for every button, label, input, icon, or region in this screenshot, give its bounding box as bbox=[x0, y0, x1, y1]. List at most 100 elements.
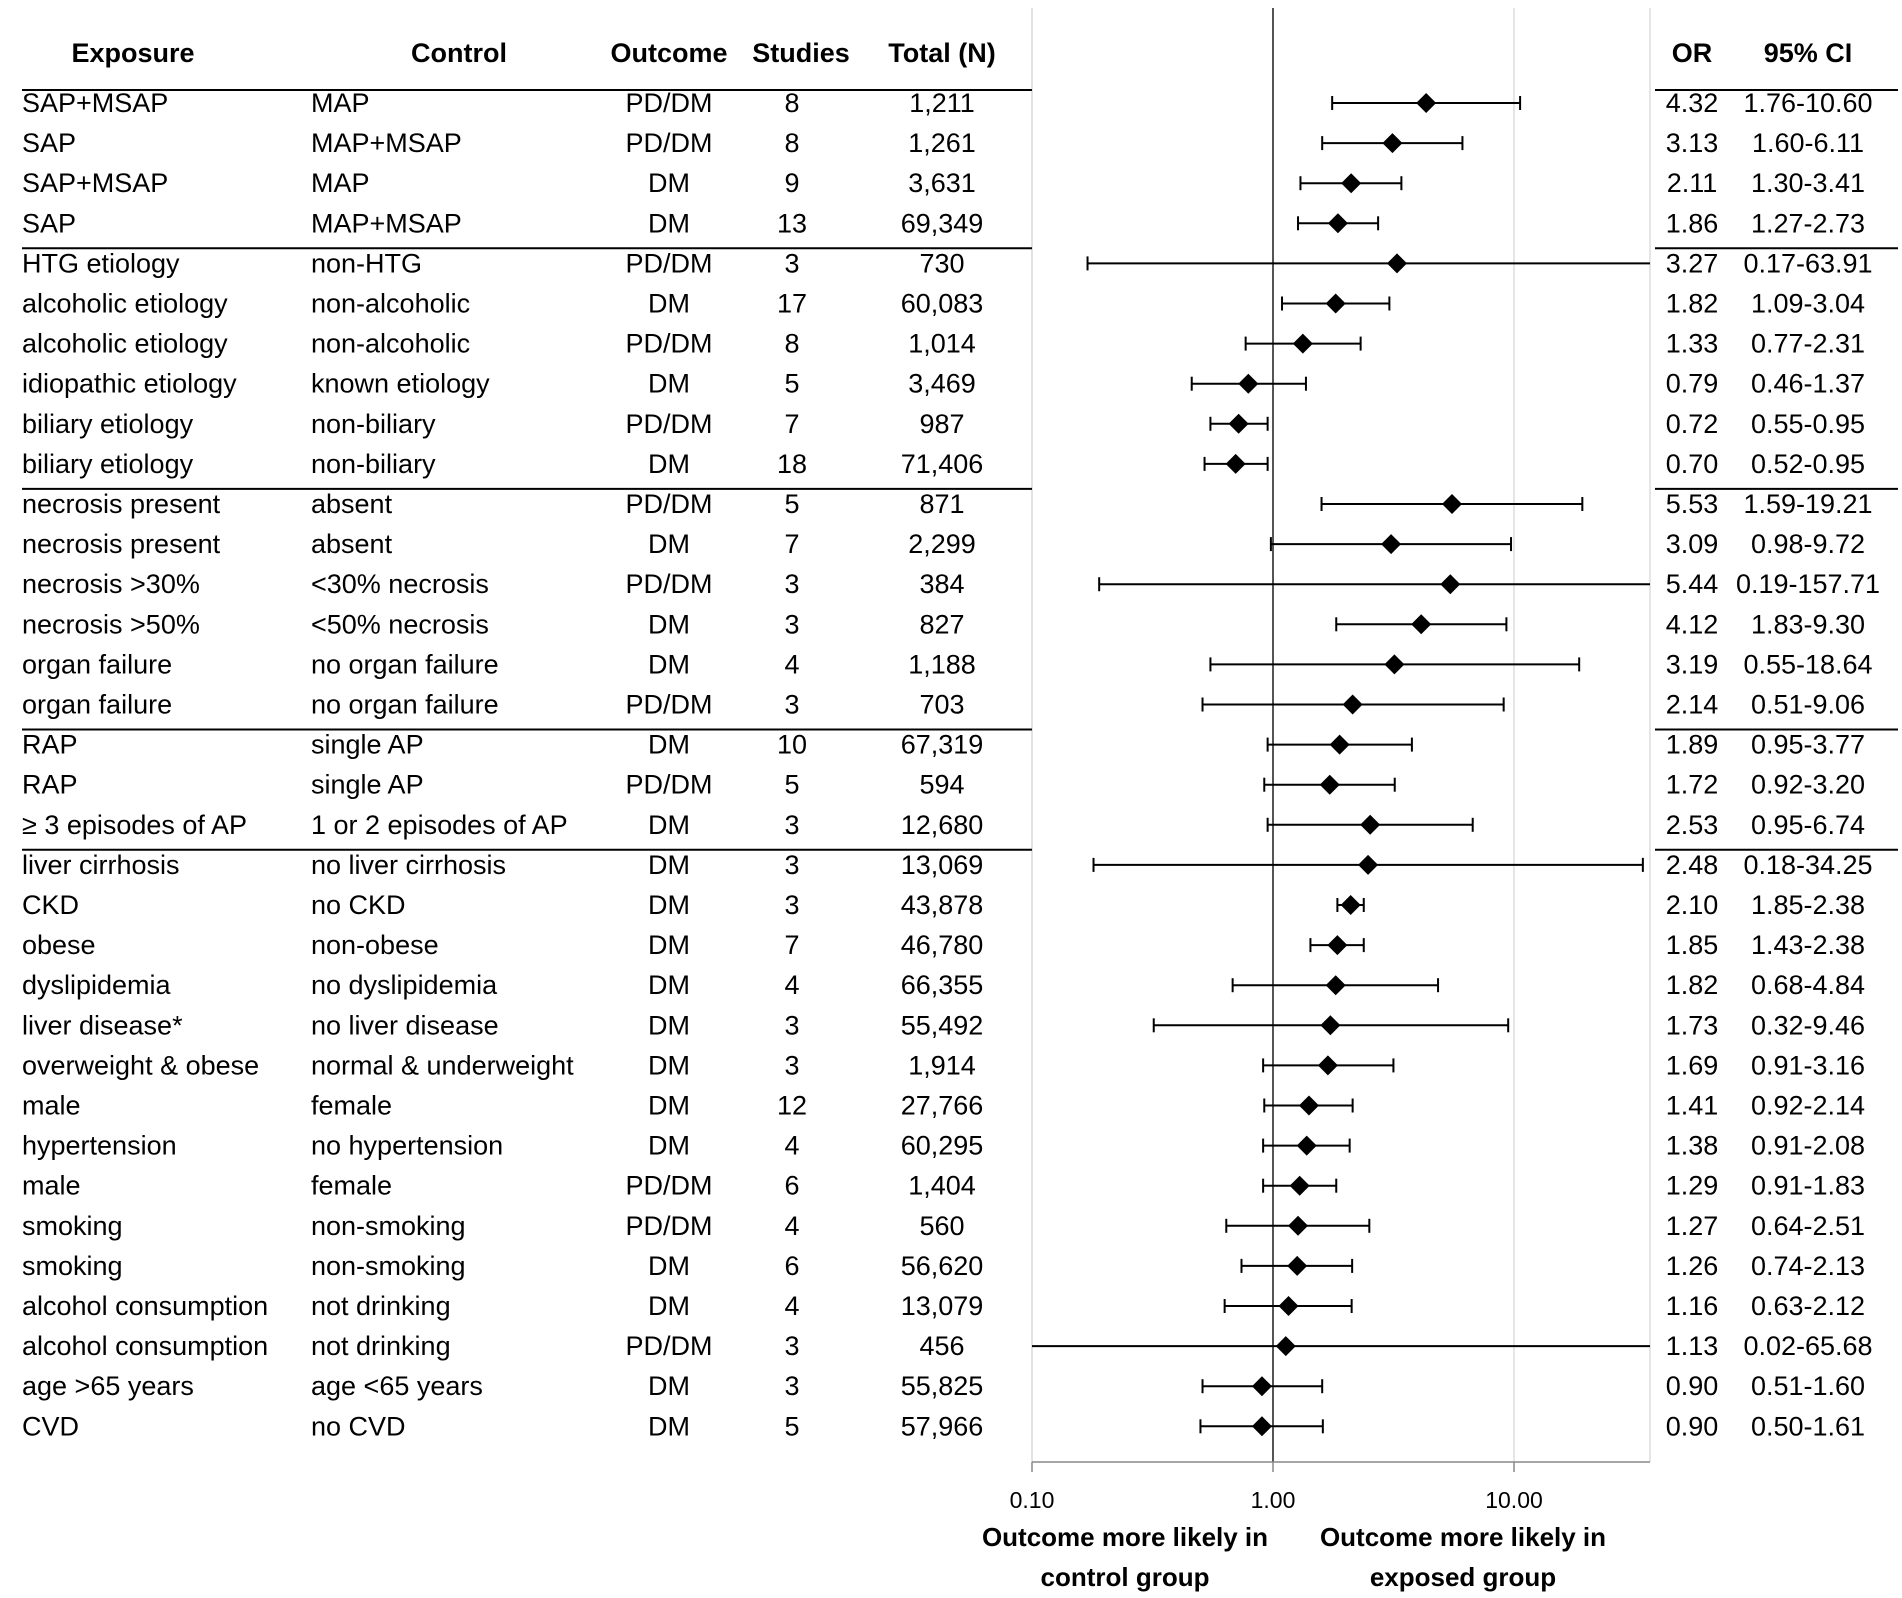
control-cell: single AP bbox=[311, 730, 424, 760]
exposure-cell: alcoholic etiology bbox=[22, 329, 228, 359]
total-cell: 60,295 bbox=[901, 1131, 984, 1161]
total-cell: 827 bbox=[919, 609, 964, 639]
or-cell: 4.12 bbox=[1666, 609, 1719, 639]
ci-cell: 0.64-2.51 bbox=[1751, 1211, 1865, 1241]
or-diamond bbox=[1228, 413, 1249, 434]
or-diamond bbox=[1298, 1095, 1319, 1116]
x-tick-label: 0.10 bbox=[1010, 1487, 1055, 1513]
or-cell: 1.82 bbox=[1666, 289, 1719, 319]
ci-cell: 1.83-9.30 bbox=[1751, 609, 1865, 639]
studies-cell: 5 bbox=[784, 1411, 799, 1441]
exposure-cell: smoking bbox=[22, 1211, 123, 1241]
studies-cell: 13 bbox=[777, 208, 807, 238]
or-cell: 1.89 bbox=[1666, 730, 1719, 760]
table-row: organ failure no organ failure DM 4 1,188 3.1… bbox=[22, 649, 1873, 679]
studies-cell: 3 bbox=[784, 248, 799, 278]
exposure-cell: necrosis >30% bbox=[22, 569, 200, 599]
total-cell: 987 bbox=[919, 409, 964, 439]
outcome-cell: DM bbox=[648, 1291, 690, 1321]
exposure-cell: alcoholic etiology bbox=[22, 289, 228, 319]
control-cell: non-obese bbox=[311, 930, 439, 960]
exposure-cell: HTG etiology bbox=[22, 248, 180, 278]
table-row: obese non-obese DM 7 46,780 1.85 1.43-2.38 bbox=[22, 930, 1865, 960]
or-diamond bbox=[1382, 133, 1403, 154]
table-row: dyslipidemia no dyslipidemia DM 4 66,355 1.82… bbox=[22, 970, 1865, 1000]
or-diamond bbox=[1317, 1055, 1338, 1076]
header-exposure: Exposure bbox=[71, 38, 194, 68]
or-diamond bbox=[1289, 1175, 1310, 1196]
or-diamond bbox=[1275, 1336, 1296, 1357]
or-cell: 2.14 bbox=[1666, 690, 1719, 720]
table-row: HTG etiology non-HTG PD/DM 3 730 3.27 0.17-63.… bbox=[22, 248, 1873, 278]
exposure-cell: SAP+MSAP bbox=[22, 168, 168, 198]
control-cell: MAP+MSAP bbox=[311, 128, 462, 158]
total-cell: 3,631 bbox=[908, 168, 976, 198]
outcome-cell: DM bbox=[648, 890, 690, 920]
exposure-cell: SAP bbox=[22, 208, 76, 238]
ci-cell: 0.68-4.84 bbox=[1751, 970, 1865, 1000]
or-diamond bbox=[1358, 854, 1379, 875]
or-cell: 1.41 bbox=[1666, 1091, 1719, 1121]
studies-cell: 4 bbox=[784, 970, 799, 1000]
ci-cell: 1.09-3.04 bbox=[1751, 289, 1865, 319]
header-ci: 95% CI bbox=[1764, 38, 1853, 68]
or-diamond bbox=[1238, 373, 1259, 394]
studies-cell: 3 bbox=[784, 1010, 799, 1040]
studies-cell: 8 bbox=[784, 329, 799, 359]
control-cell: no CVD bbox=[311, 1411, 406, 1441]
or-diamond bbox=[1288, 1215, 1309, 1236]
ci-cell: 0.91-1.83 bbox=[1751, 1171, 1865, 1201]
studies-cell: 6 bbox=[784, 1251, 799, 1281]
control-cell: non-smoking bbox=[311, 1211, 466, 1241]
control-cell: no dyslipidemia bbox=[311, 970, 498, 1000]
or-cell: 5.44 bbox=[1666, 569, 1719, 599]
ci-cell: 0.50-1.61 bbox=[1751, 1411, 1865, 1441]
total-cell: 1,188 bbox=[908, 649, 976, 679]
x-tick-label: 1.00 bbox=[1251, 1487, 1296, 1513]
table-rows: SAP+MSAP MAP PD/DM 8 1,211 4.32 1.76-10.60 SAP M… bbox=[22, 88, 1880, 1441]
or-cell: 3.09 bbox=[1666, 529, 1719, 559]
or-cell: 4.32 bbox=[1666, 88, 1719, 118]
total-cell: 594 bbox=[919, 770, 964, 800]
control-cell: absent bbox=[311, 529, 393, 559]
control-cell: <50% necrosis bbox=[311, 609, 489, 639]
total-cell: 12,680 bbox=[901, 810, 984, 840]
studies-cell: 9 bbox=[784, 168, 799, 198]
ci-cell: 0.63-2.12 bbox=[1751, 1291, 1865, 1321]
or-cell: 1.16 bbox=[1666, 1291, 1719, 1321]
ci-cell: 0.55-0.95 bbox=[1751, 409, 1865, 439]
control-cell: non-smoking bbox=[311, 1251, 466, 1281]
or-cell: 0.72 bbox=[1666, 409, 1719, 439]
or-cell: 1.13 bbox=[1666, 1331, 1719, 1361]
header-outcome: Outcome bbox=[610, 38, 727, 68]
total-cell: 1,404 bbox=[908, 1171, 976, 1201]
outcome-cell: PD/DM bbox=[626, 1171, 713, 1201]
control-cell: 1 or 2 episodes of AP bbox=[311, 810, 568, 840]
or-diamond bbox=[1325, 293, 1346, 314]
or-diamond bbox=[1329, 734, 1350, 755]
or-diamond bbox=[1320, 1015, 1341, 1036]
outcome-cell: DM bbox=[648, 1371, 690, 1401]
table-row: SAP+MSAP MAP PD/DM 8 1,211 4.32 1.76-10.60 bbox=[22, 88, 1873, 118]
studies-cell: 3 bbox=[784, 890, 799, 920]
ci-cell: 1.85-2.38 bbox=[1751, 890, 1865, 920]
ci-cell: 0.51-9.06 bbox=[1751, 690, 1865, 720]
control-cell: MAP bbox=[311, 168, 370, 198]
or-diamond bbox=[1360, 814, 1381, 835]
outcome-cell: DM bbox=[648, 609, 690, 639]
or-diamond bbox=[1251, 1376, 1272, 1397]
control-cell: no liver cirrhosis bbox=[311, 850, 506, 880]
ci-cell: 0.55-18.64 bbox=[1743, 649, 1872, 679]
table-row: SAP MAP+MSAP PD/DM 8 1,261 3.13 1.60-6.11 bbox=[22, 128, 1864, 158]
table-row: hypertension no hypertension DM 4 60,295 1.38… bbox=[22, 1131, 1865, 1161]
studies-cell: 5 bbox=[784, 770, 799, 800]
table-header: Exposure Control Outcome Studies Total (… bbox=[71, 38, 1852, 68]
total-cell: 55,492 bbox=[901, 1010, 984, 1040]
control-cell: non-HTG bbox=[311, 248, 422, 278]
or-cell: 0.90 bbox=[1666, 1371, 1719, 1401]
total-cell: 55,825 bbox=[901, 1371, 984, 1401]
table-row: necrosis >30% <30% necrosis PD/DM 3 384 5.44 0… bbox=[22, 569, 1880, 599]
or-cell: 2.53 bbox=[1666, 810, 1719, 840]
studies-cell: 6 bbox=[784, 1171, 799, 1201]
outcome-cell: DM bbox=[648, 529, 690, 559]
